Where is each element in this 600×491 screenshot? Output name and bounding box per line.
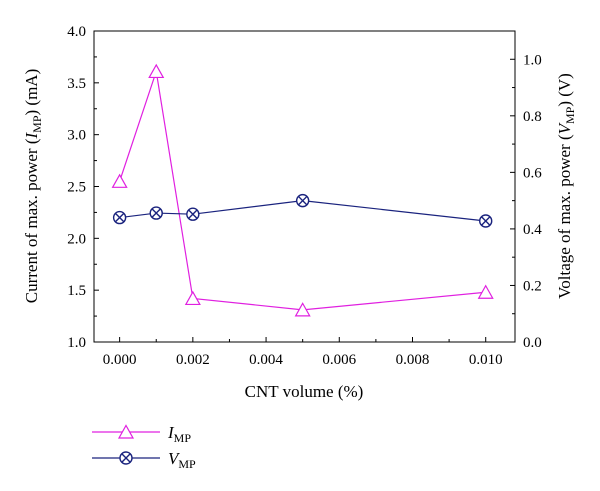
left-tick-label: 3.5 <box>67 76 86 92</box>
right-tick-label: 0.8 <box>523 109 542 125</box>
left-tick-label: 4.0 <box>67 24 86 40</box>
left-tick-label: 2.5 <box>67 180 86 196</box>
left-tick-label: 3.0 <box>67 128 86 144</box>
right-tick-label: 0.0 <box>523 335 542 351</box>
right-tick-label: 1.0 <box>523 52 542 68</box>
left-tick-label: 1.0 <box>67 335 86 351</box>
legend: IMP VMP <box>92 423 196 471</box>
right-tick-label: 0.6 <box>523 165 542 181</box>
x-axis-label: CNT volume (%) <box>245 382 364 401</box>
x-tick-label: 0.004 <box>249 352 283 368</box>
left-axis-ticks: 1.0 1.5 2.0 2.5 3.0 3.5 4.0 <box>67 24 99 351</box>
data-point-imp <box>111 173 128 188</box>
series-line-imp <box>119 71 486 311</box>
data-point-imp <box>477 284 494 299</box>
data-point-vmp <box>112 210 127 225</box>
x-tick-label: 0.008 <box>396 352 430 368</box>
data-point-imp <box>148 63 165 79</box>
x-tick-label: 0.010 <box>469 352 503 368</box>
data-point-imp <box>294 302 311 317</box>
left-tick-label: 2.0 <box>67 231 86 247</box>
legend-label-imp: IMP <box>167 423 191 445</box>
right-axis-ticks: 0.0 0.2 0.4 0.6 0.8 1.0 <box>510 52 542 351</box>
series-layer <box>111 63 494 317</box>
legend-label-vmp: VMP <box>168 449 196 471</box>
right-tick-label: 0.2 <box>523 278 542 294</box>
x-axis-ticks: 0.000 0.002 0.004 0.006 0.008 0.010 <box>103 337 503 368</box>
legend-triangle-marker <box>117 424 135 439</box>
left-axis-label: Current of max. power (IMP) (mA) <box>22 69 44 304</box>
right-tick-label: 0.4 <box>523 222 542 238</box>
data-point-imp <box>184 290 201 306</box>
data-point-vmp <box>295 193 310 208</box>
data-point-vmp <box>479 214 493 228</box>
legend-item-imp: IMP <box>92 423 191 445</box>
x-tick-label: 0.002 <box>176 352 210 368</box>
legend-circle-x-marker <box>119 451 133 465</box>
data-point-vmp <box>186 207 200 221</box>
right-axis-label: Voltage of max. power (VMP) (V) <box>555 73 577 299</box>
left-tick-label: 1.5 <box>67 283 86 299</box>
legend-item-vmp: VMP <box>92 449 196 471</box>
data-point-vmp <box>149 206 163 220</box>
x-tick-label: 0.006 <box>322 352 356 368</box>
x-tick-label: 0.000 <box>103 352 137 368</box>
